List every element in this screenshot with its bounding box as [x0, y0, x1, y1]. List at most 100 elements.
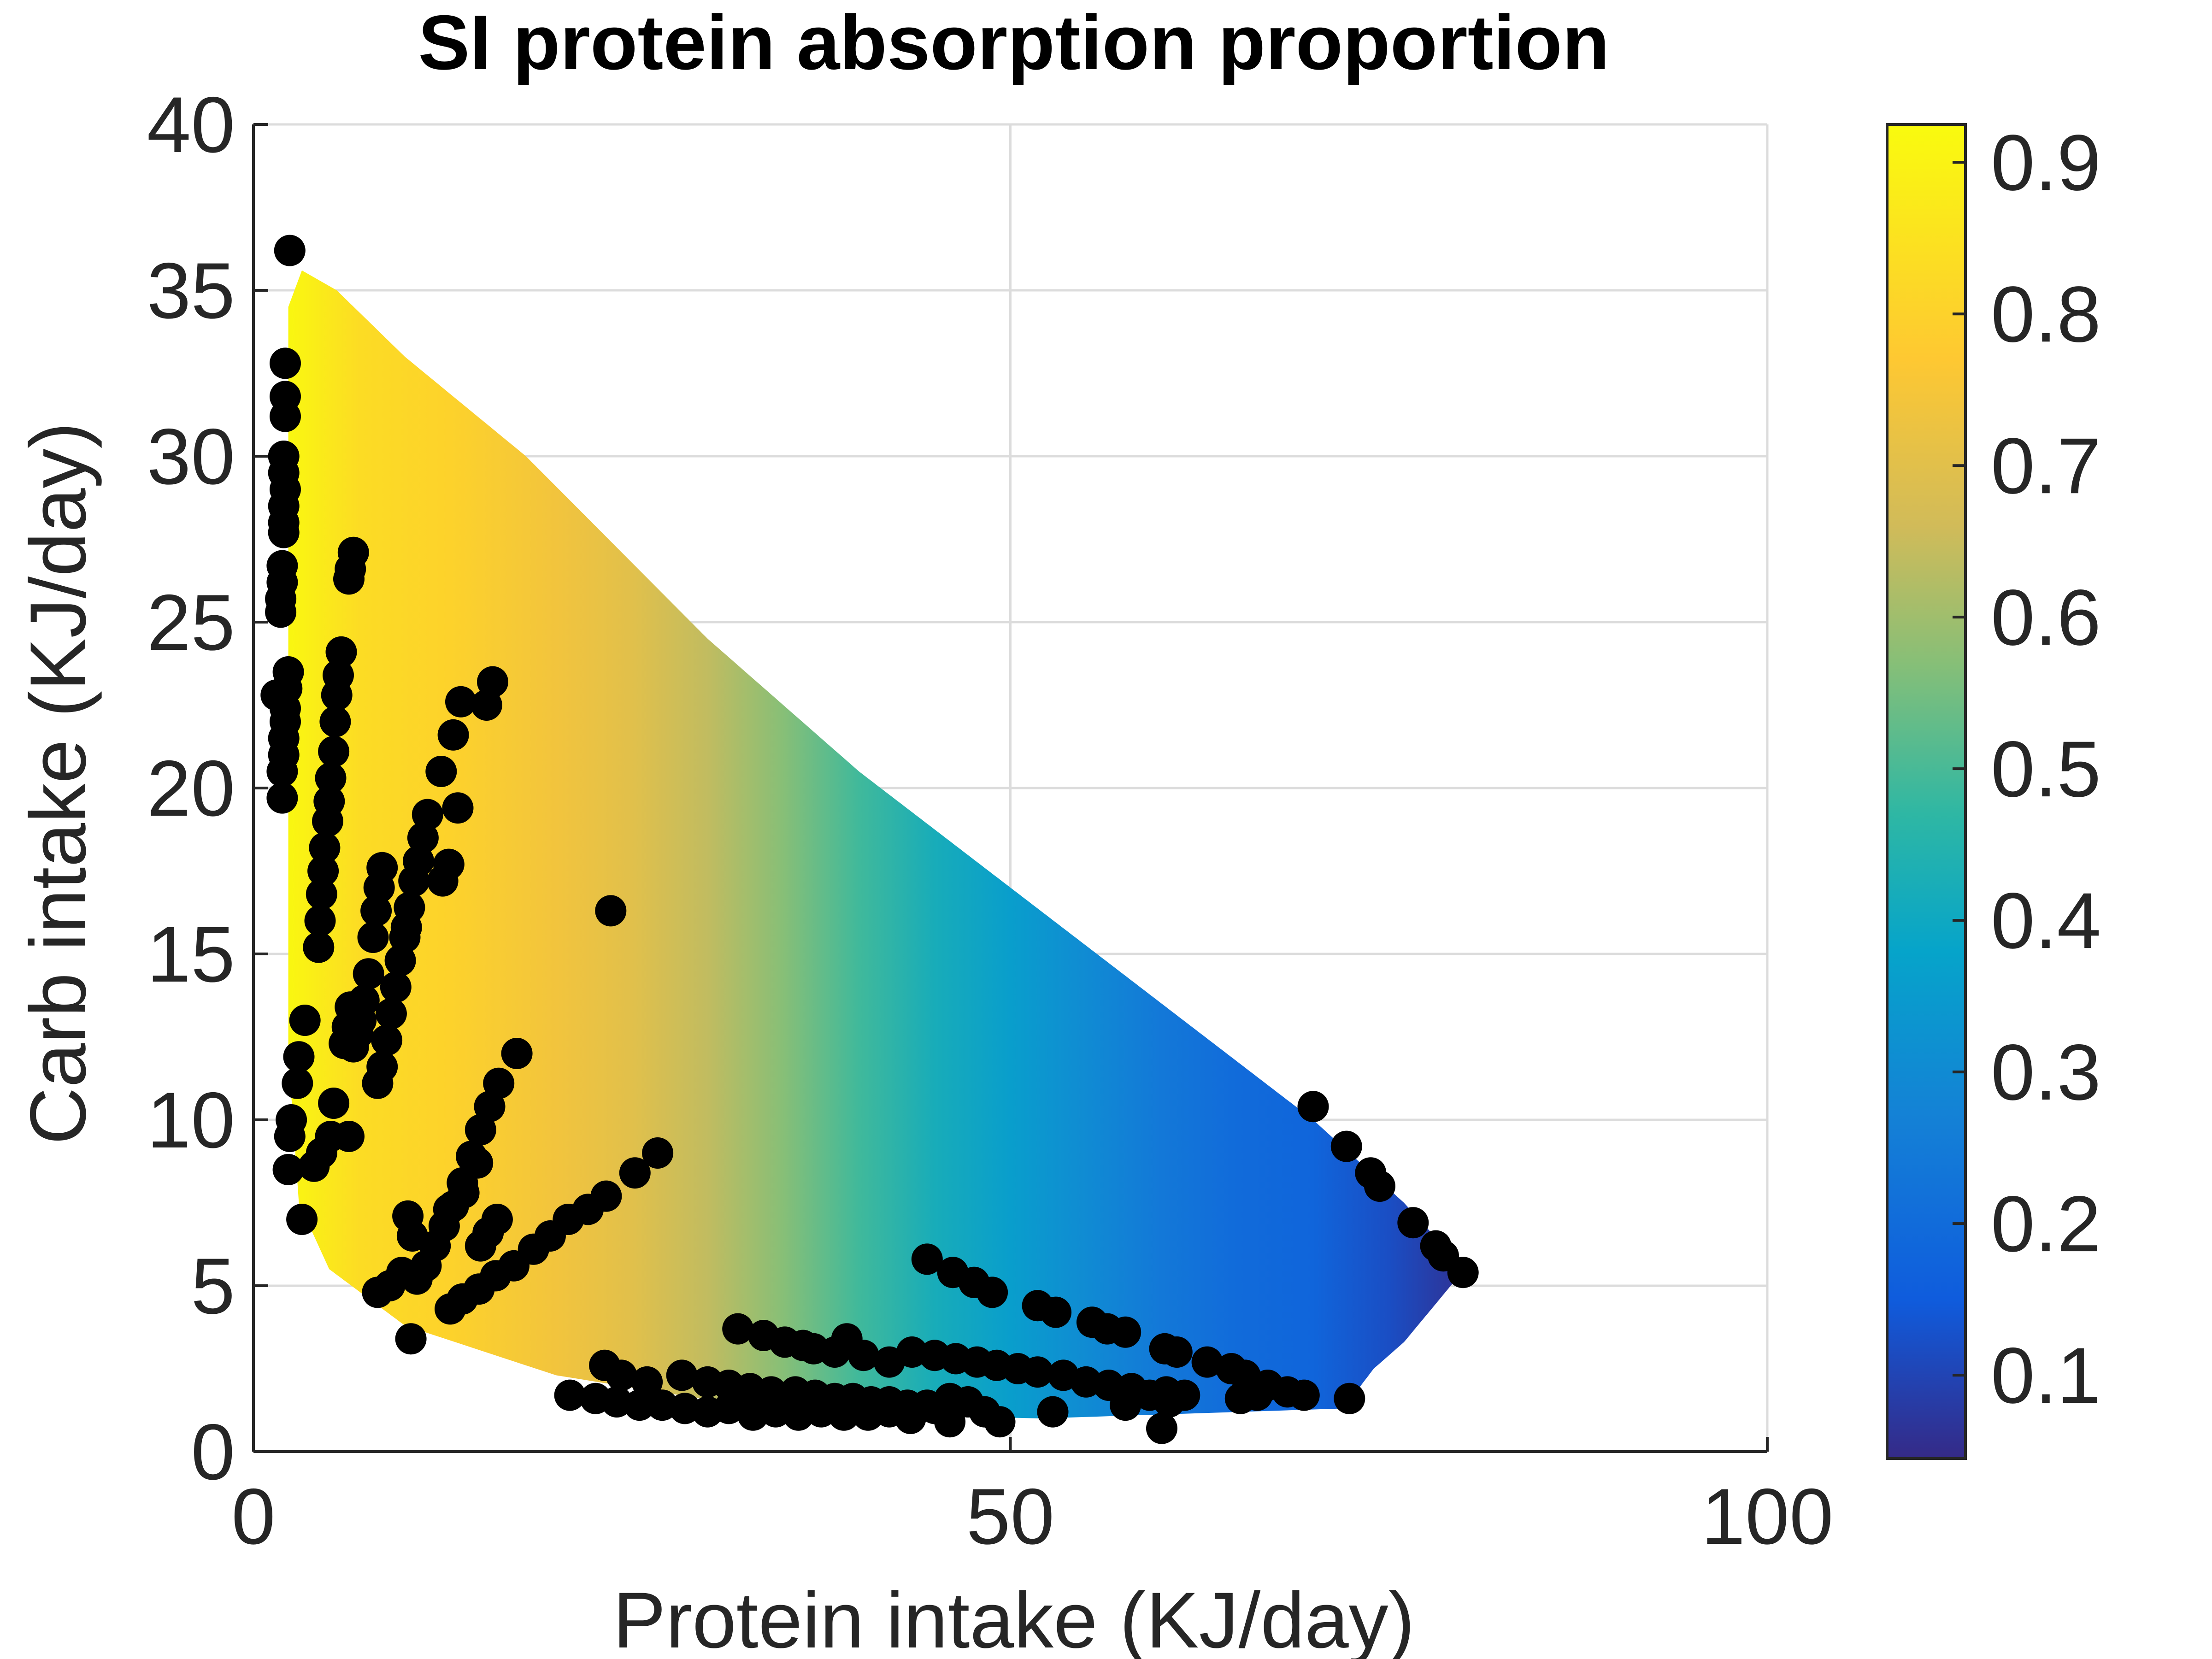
data-point: [371, 1024, 403, 1056]
data-point: [427, 865, 459, 897]
x-axis-ticks: 0 50 100: [231, 1437, 1833, 1561]
data-point: [266, 782, 298, 814]
data-point: [465, 1114, 496, 1146]
data-point: [442, 792, 474, 824]
data-point: [357, 922, 389, 953]
data-point: [619, 1157, 651, 1189]
y-axis-ticks: 0 5 10 15 20 25 30 35 40: [147, 81, 268, 1496]
data-point: [1022, 1356, 1053, 1388]
data-point: [266, 756, 298, 787]
x-tick-label: 0: [231, 1472, 276, 1561]
data-point: [1334, 1382, 1365, 1414]
y-axis-label: Carb intake (KJ/day): [14, 422, 102, 1145]
data-point: [309, 832, 341, 864]
data-point: [934, 1406, 966, 1438]
data-point: [353, 958, 384, 990]
data-point: [642, 1137, 674, 1169]
data-point: [722, 1313, 754, 1345]
data-point: [384, 945, 416, 977]
data-point: [1297, 1091, 1329, 1123]
data-point: [270, 347, 301, 379]
y-tick-label: 15: [147, 910, 235, 999]
data-point: [274, 1121, 306, 1152]
data-point: [828, 1399, 860, 1431]
data-point: [260, 679, 292, 711]
data-point: [398, 865, 430, 897]
y-tick-label: 35: [147, 247, 235, 335]
colorbar-tick-label: 0.4: [1991, 877, 2101, 965]
data-point: [1241, 1379, 1273, 1411]
colorbar-tick-label: 0.3: [1991, 1028, 2101, 1117]
y-tick-label: 0: [191, 1408, 235, 1496]
data-point: [445, 686, 477, 718]
data-point: [304, 905, 336, 936]
data-point: [390, 912, 422, 943]
data-point: [289, 1005, 321, 1036]
data-point: [1040, 1296, 1072, 1328]
data-point: [437, 719, 469, 751]
colorbar-tick-label: 0.8: [1991, 270, 2101, 359]
data-point: [894, 1403, 926, 1434]
data-point: [315, 762, 347, 794]
data-point: [1146, 1412, 1177, 1444]
data-point: [407, 822, 439, 853]
data-point: [911, 1243, 943, 1275]
data-point: [462, 1147, 494, 1179]
data-point: [333, 563, 365, 595]
colorbar-tick-label: 0.6: [1991, 573, 2101, 662]
y-tick-label: 40: [147, 81, 235, 169]
data-point: [360, 895, 392, 927]
data-point: [395, 1323, 427, 1355]
y-tick-label: 10: [147, 1076, 235, 1165]
data-point: [1037, 1396, 1069, 1428]
data-point: [265, 596, 297, 628]
colorbar-tick-label: 0.5: [1991, 725, 2101, 813]
data-point: [270, 400, 301, 432]
data-point: [318, 735, 350, 767]
data-point: [713, 1393, 745, 1424]
data-point: [312, 806, 343, 837]
data-point: [303, 931, 335, 963]
data-point: [435, 1293, 466, 1325]
data-point: [268, 517, 300, 548]
y-tick-label: 30: [147, 412, 235, 501]
data-point: [465, 1230, 496, 1262]
data-point: [1447, 1257, 1479, 1288]
data-point: [1397, 1207, 1429, 1239]
y-tick-label: 5: [191, 1242, 235, 1330]
colorbar-gradient: [1886, 123, 1967, 1460]
data-point: [1330, 1130, 1362, 1162]
data-point: [318, 1088, 350, 1119]
data-point: [380, 971, 412, 1003]
colorbar-ticks: 0.1 0.2 0.3 0.4 0.5 0.6 0.7 0.8 0.9: [1953, 118, 2101, 1420]
data-point: [1161, 1336, 1193, 1368]
data-point: [375, 998, 407, 1030]
data-point: [319, 706, 351, 737]
data-point: [363, 872, 395, 903]
data-point: [282, 1067, 313, 1099]
data-point: [666, 1359, 698, 1391]
data-point: [1364, 1171, 1395, 1202]
colorbar-tick-label: 0.7: [1991, 422, 2101, 510]
data-point: [306, 878, 337, 910]
x-tick-label: 100: [1701, 1472, 1834, 1561]
data-point: [1110, 1389, 1141, 1421]
data-point: [1110, 1316, 1141, 1348]
data-point: [471, 689, 502, 721]
data-point: [554, 1379, 586, 1411]
data-point: [286, 1204, 318, 1235]
data-point: [362, 1277, 394, 1308]
data-point: [433, 1194, 465, 1225]
data-point: [1288, 1379, 1320, 1411]
y-tick-label: 20: [147, 744, 235, 833]
data-point: [984, 1406, 1016, 1438]
data-point: [1153, 1386, 1185, 1418]
data-point: [321, 679, 353, 711]
data-point: [307, 855, 339, 887]
colorbar-tick-label: 0.1: [1991, 1331, 2101, 1420]
colorbar-tick-label: 0.9: [1991, 118, 2101, 207]
colorbar: 0.1 0.2 0.3 0.4 0.5 0.6 0.7 0.8 0.9: [1886, 118, 2101, 1460]
data-point: [606, 1359, 637, 1391]
data-point: [1191, 1346, 1223, 1378]
